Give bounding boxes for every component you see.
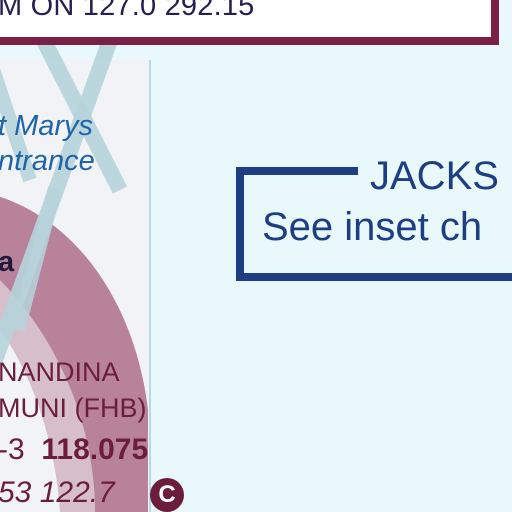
airport-secondary-frequency: 53 122.7 (0, 476, 115, 509)
top-frequency-box (0, 0, 499, 45)
airport-class-d-arc-inner (0, 280, 95, 512)
st-marys-entrance-label-line2: ntrance (0, 145, 95, 177)
ctaf-icon: C (150, 478, 184, 512)
airport-frequency-line: -3 118.075 (0, 433, 148, 467)
airport-tower-frequency: 118.075 (41, 433, 149, 466)
airport-name: NANDINA (0, 357, 120, 387)
top-frequency-label: M ON 127.0 292.15 (0, 0, 255, 22)
airway-band-3 (0, 67, 37, 183)
inset-reference-border (236, 167, 512, 281)
airport-frequency-prefix: -3 (0, 433, 25, 466)
airport-identifier: MUNI (FHB) (0, 393, 147, 423)
st-marys-entrance-label-line1: t Marys (0, 110, 94, 142)
airway-band-4 (11, 186, 62, 332)
place-name-fragment: a (0, 246, 15, 278)
airway-band-2 (0, 0, 133, 363)
inset-reference-title: JACKS (370, 154, 499, 198)
inset-reference-note: See inset ch (262, 205, 483, 249)
